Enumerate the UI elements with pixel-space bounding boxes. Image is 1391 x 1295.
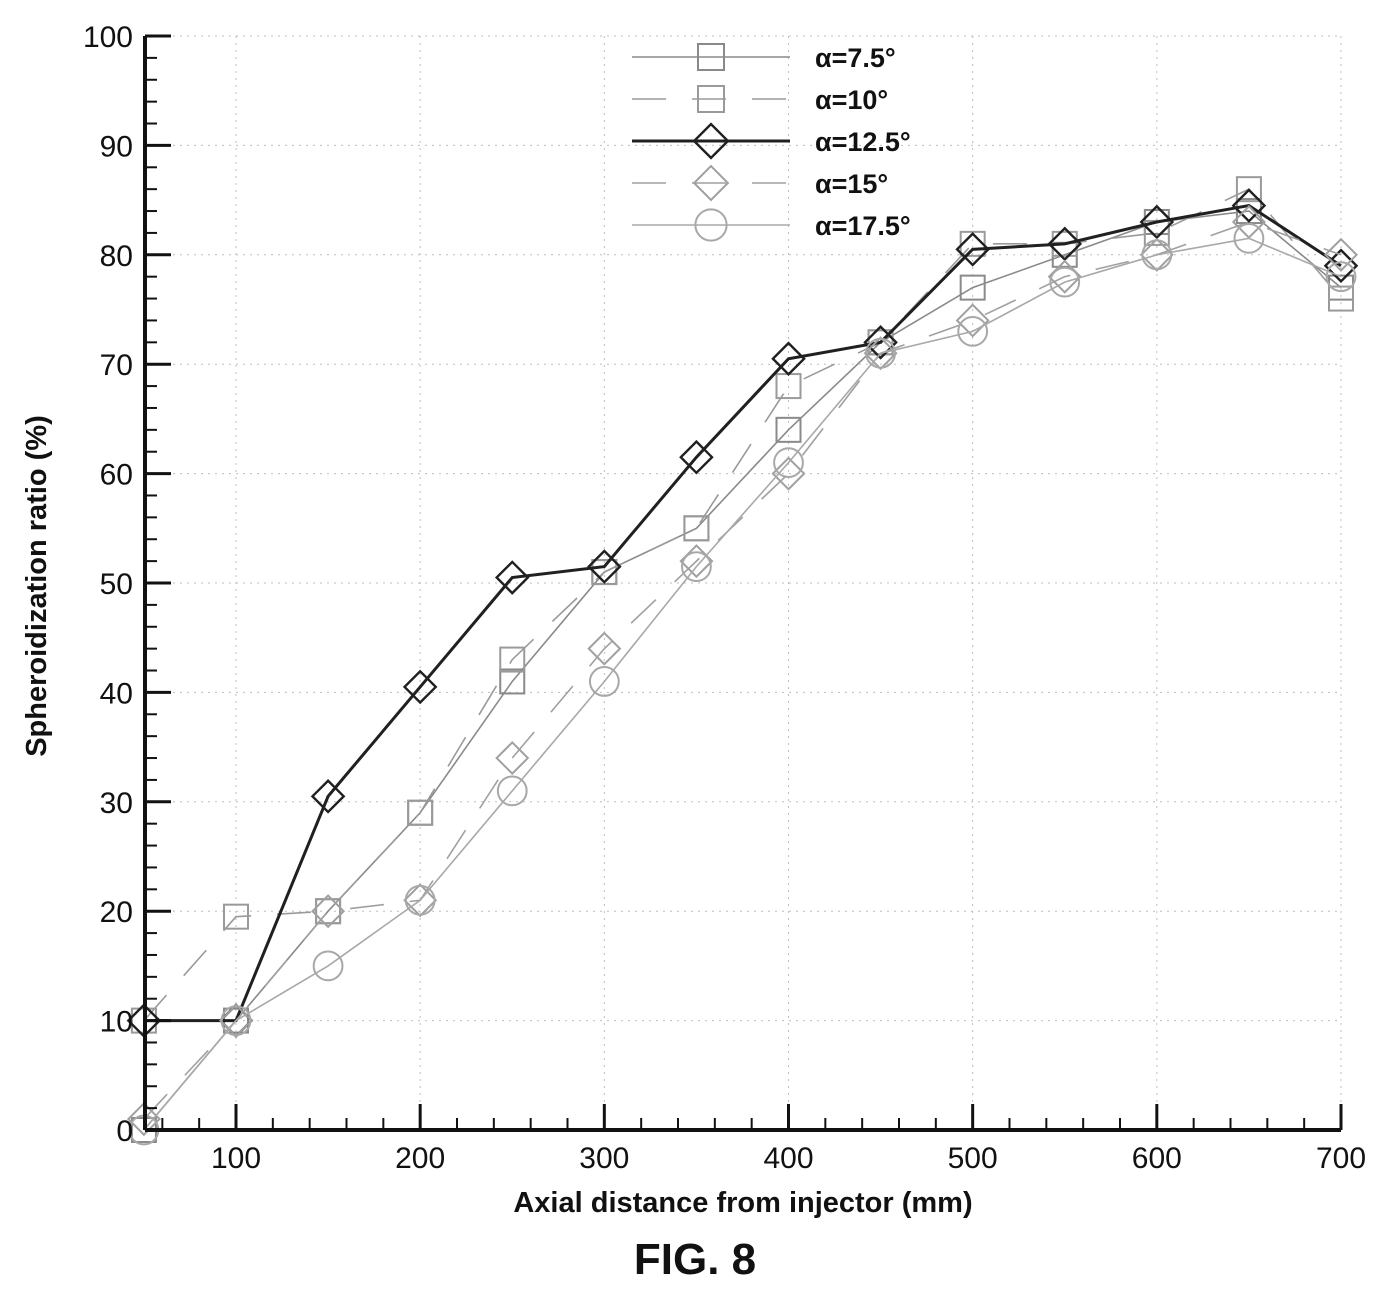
y-tick-label: 0: [116, 1115, 133, 1148]
tick-labels: 0 10 20 30 40 50 60 70 80 90 100 100 200 300 400 500 600…: [83, 21, 1366, 1175]
data-point-diamond: [955, 303, 990, 338]
data-point-circle: [1325, 261, 1357, 293]
data-point-square: [591, 559, 618, 586]
data-point-square: [1235, 176, 1262, 203]
legend-label: α=7.5°: [815, 43, 896, 73]
data-point-circle: [1049, 266, 1081, 298]
x-tick-label: 300: [579, 1142, 629, 1175]
series-1: [130, 198, 1354, 1143]
series-line: [143, 203, 1342, 1023]
data-point-square: [407, 799, 434, 826]
data-point-circle: [694, 208, 728, 242]
data-point-square: [223, 903, 249, 930]
data-point-diamond: [495, 741, 530, 776]
x-axis-title: Axial distance from injector (mm): [513, 1187, 972, 1219]
data-point-circle: [404, 884, 436, 916]
x-tick-label: 700: [1316, 1142, 1366, 1175]
data-series: [126, 176, 1359, 1146]
series-5: [128, 222, 1357, 1146]
data-point-square: [959, 274, 986, 301]
data-point-diamond: [863, 325, 898, 360]
data-point-circle: [496, 775, 528, 807]
series-line: [143, 188, 1342, 1022]
data-point-diamond: [126, 1102, 161, 1137]
legend: α=7.5° α=10° α=12.5° α=15° α=17.5°: [632, 43, 911, 242]
data-point-circle: [1141, 239, 1173, 271]
legend-label: α=12.5°: [815, 127, 911, 157]
data-point-square: [959, 230, 986, 257]
data-point-circle: [773, 447, 804, 479]
data-point-circle: [681, 551, 712, 582]
data-point-diamond: [692, 122, 730, 160]
legend-label: α=10°: [815, 85, 888, 115]
data-point-diamond: [679, 439, 714, 475]
data-point-square: [697, 43, 725, 71]
data-point-diamond: [587, 549, 622, 584]
legend-entry-5: α=17.5°: [632, 208, 911, 242]
data-point-square: [697, 85, 725, 113]
series-2: [130, 176, 1354, 1034]
x-tick-label: 600: [1132, 1142, 1182, 1175]
data-point-diamond: [403, 883, 438, 918]
data-point-diamond: [402, 669, 438, 705]
data-point-diamond: [494, 560, 530, 595]
legend-entry-1: α=7.5°: [632, 43, 896, 73]
y-tick-label: 70: [100, 349, 133, 382]
data-point-diamond: [955, 232, 990, 267]
y-tick-label: 100: [83, 21, 133, 54]
y-tick-label: 30: [100, 787, 133, 820]
legend-label: α=17.5°: [815, 211, 911, 241]
grid: [145, 35, 1342, 1130]
series-line: [143, 210, 1342, 1131]
y-tick-label: 60: [100, 459, 133, 492]
x-tick-label: 200: [395, 1142, 445, 1175]
y-tick-label: 50: [100, 568, 133, 601]
data-point-diamond: [310, 779, 346, 814]
series-4: [126, 204, 1359, 1137]
y-axis-title: Spheroidization ratio (%): [21, 415, 53, 757]
data-point-circle: [588, 666, 620, 697]
data-point-circle: [220, 1005, 252, 1036]
data-point-diamond: [587, 631, 622, 666]
data-point-diamond: [863, 336, 898, 371]
x-tick-label: 400: [763, 1142, 813, 1175]
data-point-diamond: [771, 341, 806, 377]
data-point-diamond: [218, 1003, 254, 1038]
legend-entry-4: α=15°: [632, 164, 888, 202]
data-point-diamond: [771, 456, 806, 491]
data-point-circle: [312, 950, 344, 982]
series-line: [143, 221, 1342, 1120]
data-point-diamond: [1231, 188, 1267, 223]
y-tick-label: 20: [100, 896, 133, 929]
data-point-diamond: [311, 894, 346, 929]
legend-label: α=15°: [815, 169, 888, 199]
data-point-diamond: [1139, 204, 1175, 240]
x-tick-label: 500: [948, 1142, 998, 1175]
tick-marks: [145, 34, 1343, 1132]
figure-caption: FIG. 8: [634, 1235, 756, 1284]
data-point-circle: [1233, 222, 1265, 254]
legend-entry-2: α=10°: [632, 85, 888, 115]
legend-entry-3: α=12.5°: [632, 122, 911, 160]
y-tick-label: 10: [100, 1006, 133, 1039]
data-point-square: [315, 898, 342, 925]
series-3: [126, 188, 1359, 1038]
data-point-circle: [865, 337, 896, 369]
x-tick-label: 100: [211, 1142, 261, 1175]
data-point-diamond: [1139, 237, 1174, 272]
data-point-square: [1328, 285, 1354, 312]
y-tick-label: 80: [100, 240, 133, 273]
y-tick-label: 40: [100, 677, 133, 710]
series-line: [143, 237, 1342, 1131]
data-point-square: [499, 668, 526, 695]
y-tick-label: 90: [100, 130, 133, 163]
data-point-diamond: [692, 164, 730, 202]
data-point-square: [683, 515, 710, 542]
data-point-square: [499, 646, 526, 673]
data-point-diamond: [1323, 237, 1359, 272]
data-point-circle: [957, 315, 989, 347]
data-point-diamond: [1047, 226, 1083, 262]
data-point-square: [775, 416, 802, 443]
